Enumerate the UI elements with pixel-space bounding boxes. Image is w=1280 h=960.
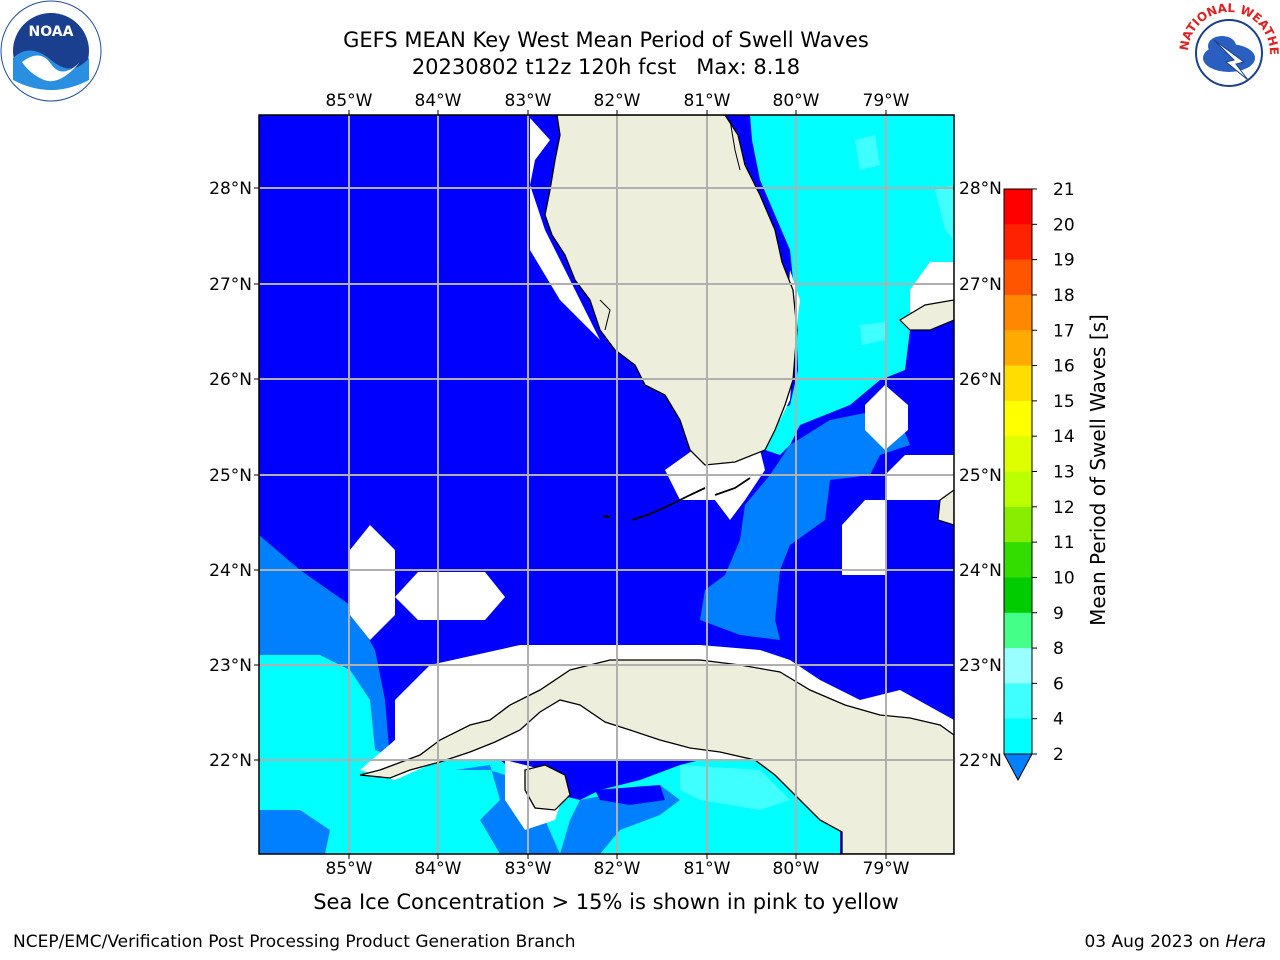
lat-label-left: 22°N <box>209 751 252 771</box>
colorbar-tick-label: 18 <box>1053 286 1075 306</box>
footer-branch: NCEP/EMC/Verification Post Processing Pr… <box>13 932 576 952</box>
lat-label-right: 25°N <box>959 466 1002 486</box>
lat-label-left: 25°N <box>209 466 252 486</box>
footer-host: Hera <box>1225 932 1266 952</box>
colorbar-tick-label: 10 <box>1053 568 1075 588</box>
lon-label-bottom: 85°W <box>326 859 373 879</box>
lon-label-top: 84°W <box>415 91 462 111</box>
lon-label-bottom: 80°W <box>773 859 820 879</box>
colorbar-tick-label: 21 <box>1053 180 1075 200</box>
colorbar-segment <box>1004 683 1032 720</box>
lon-label-top: 81°W <box>684 91 731 111</box>
map-gridlines <box>259 115 954 854</box>
colorbar-label: Mean Period of Swell Waves [s] <box>1086 314 1110 626</box>
colorbar-tick-label: 4 <box>1053 710 1064 730</box>
lon-label-bottom: 79°W <box>863 859 910 879</box>
colorbar-tick-label: 20 <box>1053 215 1075 235</box>
lon-label-top: 83°W <box>505 91 552 111</box>
colorbar-tick-label: 9 <box>1053 604 1064 624</box>
lat-label-right: 27°N <box>959 275 1002 295</box>
colorbar-tick-label: 6 <box>1053 674 1064 694</box>
nws-logo: NATIONAL WEATHER SERVICE <box>1178 2 1280 102</box>
title-line-2: 20230802 t12z 120h fcst Max: 8.18 <box>411 55 801 79</box>
colorbar-tick-label: 13 <box>1053 463 1075 483</box>
lon-label-top: 82°W <box>594 91 641 111</box>
missing-data-1 <box>350 525 395 640</box>
colorbar-segment <box>1004 224 1032 261</box>
colorbar-segment <box>1004 542 1032 578</box>
colorbar-tick-label: 15 <box>1053 392 1075 412</box>
lat-label-left: 24°N <box>209 561 252 581</box>
colorbar-segment <box>1004 365 1032 402</box>
colorbar-segment <box>1004 189 1032 225</box>
lon-labels-top: 85°W 84°W 83°W 82°W 81°W 80°W 79°W <box>326 91 910 115</box>
bahamas-land <box>899 299 954 331</box>
gulf-sw-cyan <box>259 655 840 854</box>
colorbar-segment <box>1004 718 1032 755</box>
lat-labels-left: 28°N 27°N 26°N 25°N 24°N 23°N 22°N <box>209 179 259 771</box>
map-frame <box>258 114 955 855</box>
colorbar-tick-label: 19 <box>1053 251 1075 271</box>
lat-label-left: 23°N <box>209 656 252 676</box>
title-line-1: GEFS MEAN Key West Mean Period of Swell … <box>343 28 869 52</box>
colorbar-segment <box>1004 436 1032 472</box>
lat-label-right: 22°N <box>959 751 1002 771</box>
missing-data-2 <box>395 572 505 620</box>
colorbar-tick-label: 8 <box>1053 639 1064 659</box>
colorbar-tick-label: 16 <box>1053 357 1075 377</box>
lat-label-left: 27°N <box>209 275 252 295</box>
colorbar-segment <box>1004 259 1032 296</box>
lon-labels-bottom: 85°W 84°W 83°W 82°W 81°W 80°W 79°W <box>326 854 910 879</box>
noaa-logo: NOAA <box>0 0 102 102</box>
missing-data-7 <box>910 262 954 312</box>
colorbar-tick-label: 14 <box>1053 427 1075 447</box>
lat-label-right: 26°N <box>959 370 1002 390</box>
colorbar-segment <box>1004 294 1032 331</box>
colorbar-segment <box>1004 648 1032 684</box>
colorbar-segment <box>1004 330 1032 367</box>
missing-data-6 <box>842 500 885 575</box>
footer-date: 03 Aug 2023 on Hera <box>1084 932 1266 952</box>
colorbar-segment <box>1004 471 1032 508</box>
lat-labels-right: 28°N 27°N 26°N 25°N 24°N 23°N 22°N <box>959 179 1002 771</box>
lon-label-bottom: 82°W <box>594 859 641 879</box>
colorbar-segment <box>1004 612 1032 649</box>
florida-keys <box>631 477 751 521</box>
lon-label-top: 79°W <box>863 91 910 111</box>
missing-data-3 <box>665 445 765 520</box>
lon-label-bottom: 84°W <box>415 859 462 879</box>
sea-ice-caption: Sea Ice Concentration > 15% is shown in … <box>313 890 899 914</box>
cuba-land <box>359 659 954 854</box>
missing-data-8 <box>530 118 600 340</box>
lon-label-bottom: 81°W <box>684 859 731 879</box>
colorbar-segment <box>1004 506 1032 543</box>
colorbar-segment <box>1004 577 1032 614</box>
missing-data-5 <box>885 455 954 500</box>
colorbar-tick-label: 12 <box>1053 498 1075 518</box>
colorbar-extend-triangle <box>1003 753 1033 782</box>
svg-text:NOAA: NOAA <box>29 24 74 40</box>
lon-label-top: 80°W <box>773 91 820 111</box>
lat-label-left: 26°N <box>209 370 252 390</box>
colorbar-tick-label: 2 <box>1053 745 1064 765</box>
straits-blue <box>700 410 910 640</box>
lat-label-left: 28°N <box>209 179 252 199</box>
lat-label-right: 23°N <box>959 656 1002 676</box>
lon-label-top: 85°W <box>326 91 373 111</box>
colorbar-tick-label: 17 <box>1053 321 1075 341</box>
colorbar-tick-label: 11 <box>1053 533 1075 553</box>
colorbar-segment <box>1004 400 1032 437</box>
lat-label-right: 28°N <box>959 179 1002 199</box>
florida-land <box>544 115 798 466</box>
lat-label-right: 24°N <box>959 561 1002 581</box>
lon-label-bottom: 83°W <box>505 859 552 879</box>
isla-juventud <box>524 764 571 811</box>
colorbar: 21 20 19 18 17 16 15 14 13 12 11 10 9 8 6 4 2 <box>1003 180 1075 782</box>
